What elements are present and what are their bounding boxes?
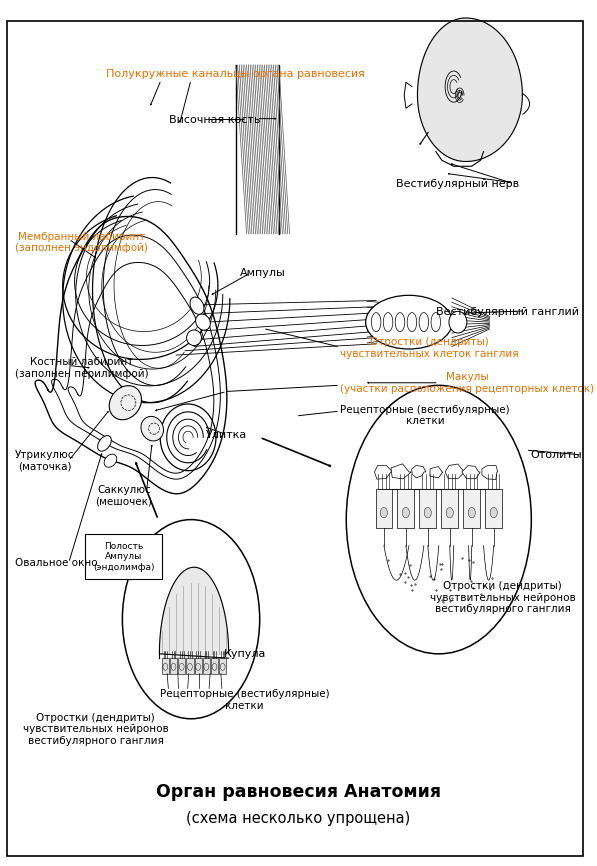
Ellipse shape xyxy=(98,436,111,451)
Text: Улитка: Улитка xyxy=(206,430,248,440)
FancyBboxPatch shape xyxy=(85,534,162,579)
Polygon shape xyxy=(408,465,427,480)
Ellipse shape xyxy=(190,297,204,314)
Ellipse shape xyxy=(365,295,453,349)
Bar xyxy=(211,658,218,674)
Polygon shape xyxy=(428,464,445,478)
Text: Костный лабиринт
(заполнен перилимфой): Костный лабиринт (заполнен перилимфой) xyxy=(15,358,149,378)
Polygon shape xyxy=(374,466,391,477)
Text: Отростки (дендриты)
чувствительных нейронов
вестибулярного ганглия: Отростки (дендриты) чувствительных нейро… xyxy=(23,713,168,746)
Bar xyxy=(485,489,502,528)
Bar xyxy=(441,489,458,528)
Text: Вестибулярный нерв: Вестибулярный нерв xyxy=(396,178,519,189)
Text: Отростки (дендриты)
чувствительных клеток ганглия: Отростки (дендриты) чувствительных клето… xyxy=(340,338,519,359)
Text: Овальное окно: Овальное окно xyxy=(15,558,97,568)
Circle shape xyxy=(402,507,410,518)
Ellipse shape xyxy=(104,454,117,468)
Text: Ампулы: Ампулы xyxy=(240,268,285,278)
Text: Мембранный лабиринт
(заполнен эндолимфой): Мембранный лабиринт (заполнен эндолимфой… xyxy=(15,232,148,253)
Ellipse shape xyxy=(141,417,164,441)
Text: Вестибулярный ганглий: Вестибулярный ганглий xyxy=(436,307,579,317)
Circle shape xyxy=(380,507,387,518)
Text: Полукружные канальцы органа равновесия: Полукружные канальцы органа равновесия xyxy=(106,68,365,79)
Polygon shape xyxy=(159,567,229,658)
Ellipse shape xyxy=(196,314,210,330)
Circle shape xyxy=(346,385,531,654)
Bar xyxy=(219,658,226,674)
Text: Отолиты: Отолиты xyxy=(531,449,582,460)
Text: (схема несколько упрощена): (схема несколько упрощена) xyxy=(186,811,411,826)
Circle shape xyxy=(122,520,260,719)
Text: Височная кость: Височная кость xyxy=(169,114,261,125)
Polygon shape xyxy=(446,465,463,478)
Circle shape xyxy=(468,507,475,518)
Bar xyxy=(170,658,177,674)
Text: Макулы
(участки расположения рецепторных клеток): Макулы (участки расположения рецепторных… xyxy=(340,372,595,393)
Bar xyxy=(398,489,414,528)
Ellipse shape xyxy=(186,330,202,346)
Bar xyxy=(376,489,392,528)
Text: Отростки (дендриты)
чувствительных нейронов
вестибулярного ганглия: Отростки (дендриты) чувствительных нейро… xyxy=(430,581,576,614)
Text: Саккулюс
(мешочек): Саккулюс (мешочек) xyxy=(96,485,152,506)
Bar xyxy=(162,658,169,674)
Ellipse shape xyxy=(109,385,141,420)
Text: Полость
Ампулы
(эндолимфа): Полость Ампулы (эндолимфа) xyxy=(93,542,155,572)
Bar xyxy=(195,658,202,674)
Text: Купула: Купула xyxy=(224,649,266,659)
Bar xyxy=(420,489,436,528)
Polygon shape xyxy=(392,464,409,480)
Ellipse shape xyxy=(449,312,467,333)
Polygon shape xyxy=(417,18,522,161)
Text: Орган равновесия Анатомия: Орган равновесия Анатомия xyxy=(156,784,441,801)
Circle shape xyxy=(446,507,453,518)
Bar xyxy=(463,489,480,528)
Polygon shape xyxy=(481,464,499,479)
Text: Рецепторные (вестибулярные)
клетки: Рецепторные (вестибулярные) клетки xyxy=(340,405,510,426)
Text: Рецепторные (вестибулярные)
клетки: Рецепторные (вестибулярные) клетки xyxy=(160,689,330,710)
Bar xyxy=(178,658,185,674)
Circle shape xyxy=(424,507,432,518)
Bar xyxy=(203,658,210,674)
Polygon shape xyxy=(463,466,480,478)
Bar xyxy=(186,658,193,674)
Text: Утрикулюс
(маточка): Утрикулюс (маточка) xyxy=(15,450,75,471)
Circle shape xyxy=(490,507,497,518)
